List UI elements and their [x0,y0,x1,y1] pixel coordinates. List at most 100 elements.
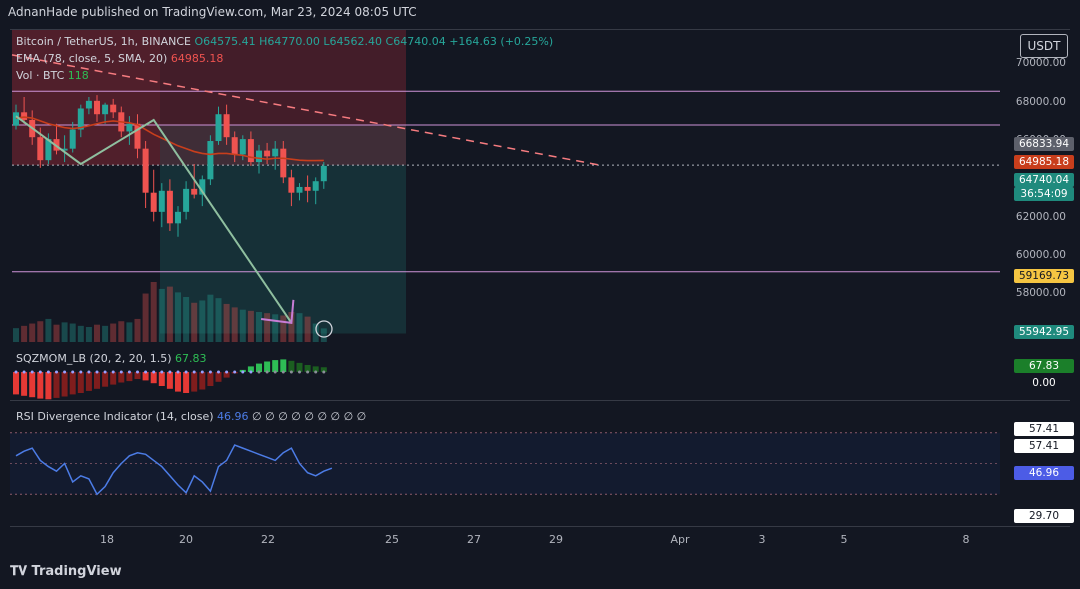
volume-bar [247,310,254,342]
squeeze-zero-label: 0.00 [1032,377,1056,389]
squeeze-bar [247,366,254,372]
price-tick-label: 68000.00 [1015,95,1066,108]
time-tick-label: 25 [385,533,399,546]
rsi-label-value: 46.96 [1014,466,1074,480]
change-value: +164.63 (+0.25%) [449,35,554,48]
squeeze-dot [14,370,18,374]
squeeze-bar [296,362,303,372]
volume-bar [118,321,125,342]
squeeze-dot [176,370,180,374]
price-label-last: 64740.04 [1014,173,1074,187]
volume-bar [126,322,133,342]
squeeze-bar [256,363,262,372]
squeeze-bar [150,372,157,384]
volume-bar [61,322,68,342]
squeeze-dot [233,370,237,374]
squeeze-bar [102,372,109,387]
squeeze-bar [110,372,117,385]
squeeze-dot [298,370,301,374]
volume-bar [304,316,311,342]
squeeze-bar [223,372,230,378]
rsi-label-upper-2: 57.41 [1014,439,1074,453]
squeeze-bar [85,372,92,391]
squeeze-bar [126,372,133,382]
volume-legend: Vol · BTC 118 [16,69,89,82]
main-price-pane[interactable] [10,29,1070,345]
candle-body [280,148,287,178]
volume-bar [85,327,92,342]
currency-button[interactable]: USDT [1020,34,1068,58]
volume-bar [320,328,327,342]
squeeze-dot [22,370,26,374]
squeeze-dot [241,370,245,374]
squeeze-dot [265,370,269,374]
candle-body [215,114,222,142]
candle-body [272,148,279,157]
candle-body [199,179,206,195]
price-label-low: 59169.73 [1014,269,1074,283]
squeeze-dot [119,370,123,374]
time-tick-label: 22 [261,533,275,546]
candle-body [85,100,92,109]
candle-body [166,190,173,224]
squeeze-dot [273,370,277,374]
volume-bar [94,324,100,342]
volume-bar [256,312,262,342]
rsi-line [15,444,333,496]
volume-bar [280,315,287,342]
squeeze-bar [29,372,36,398]
squeeze-legend: SQZMOM_LB (20, 2, 20, 1.5) 67.83 [16,352,207,365]
squeeze-dot [144,370,148,374]
ema-label: EMA (78, close, 5, SMA, 20) [16,52,168,65]
candle-body [312,181,319,191]
squeeze-dot [306,370,310,374]
candle-body [264,150,271,157]
squeeze-dot [314,370,318,374]
volume-bar [231,307,238,342]
candle-body [223,114,230,138]
symbol-label: Bitcoin / TetherUS, 1h, BINANCE [16,35,192,48]
candle-body [102,104,109,115]
squeeze-bar [304,365,311,372]
squeeze-bar [207,372,214,386]
candle-body [142,148,149,193]
candle-body [175,211,181,224]
volume-bar [296,313,303,342]
squeeze-dot [217,370,220,374]
squeeze-bar [142,372,149,381]
candle-body [110,104,117,113]
squeeze-dot [87,370,91,374]
squeeze-dot [322,370,326,374]
squeeze-dot [71,370,75,374]
rsi-value: 46.96 [217,410,249,423]
squeeze-dot [184,370,188,374]
volume-label: Vol · BTC [16,69,65,82]
squeeze-bar [280,359,287,372]
volume-bar [21,325,28,342]
squeeze-bar [166,372,173,389]
candle-body [158,190,165,212]
squeeze-bar [21,372,28,396]
squeeze-bar [94,372,100,389]
squeeze-dot [208,370,212,374]
candle-body [191,188,198,195]
candle-body [247,139,254,163]
squeeze-label: SQZMOM_LB (20, 2, 20, 1.5) [16,352,172,365]
candle-body [13,112,19,126]
volume-bar [102,325,109,342]
volume-bar [53,324,60,342]
squeeze-bar [320,367,327,372]
squeeze-dot [30,370,34,374]
price-label-high: 66833.94 [1014,137,1074,151]
time-tick-label: 20 [179,533,193,546]
candle-body [69,129,76,149]
squeeze-label-value: 67.83 [1014,359,1074,373]
candle-body [94,100,100,115]
candle-body [304,186,311,191]
volume-bar [150,282,157,342]
volume-bar [183,297,190,342]
squeeze-bar [118,372,125,383]
squeeze-bar [191,372,198,392]
price-tick-label: 58000.00 [1015,287,1066,300]
